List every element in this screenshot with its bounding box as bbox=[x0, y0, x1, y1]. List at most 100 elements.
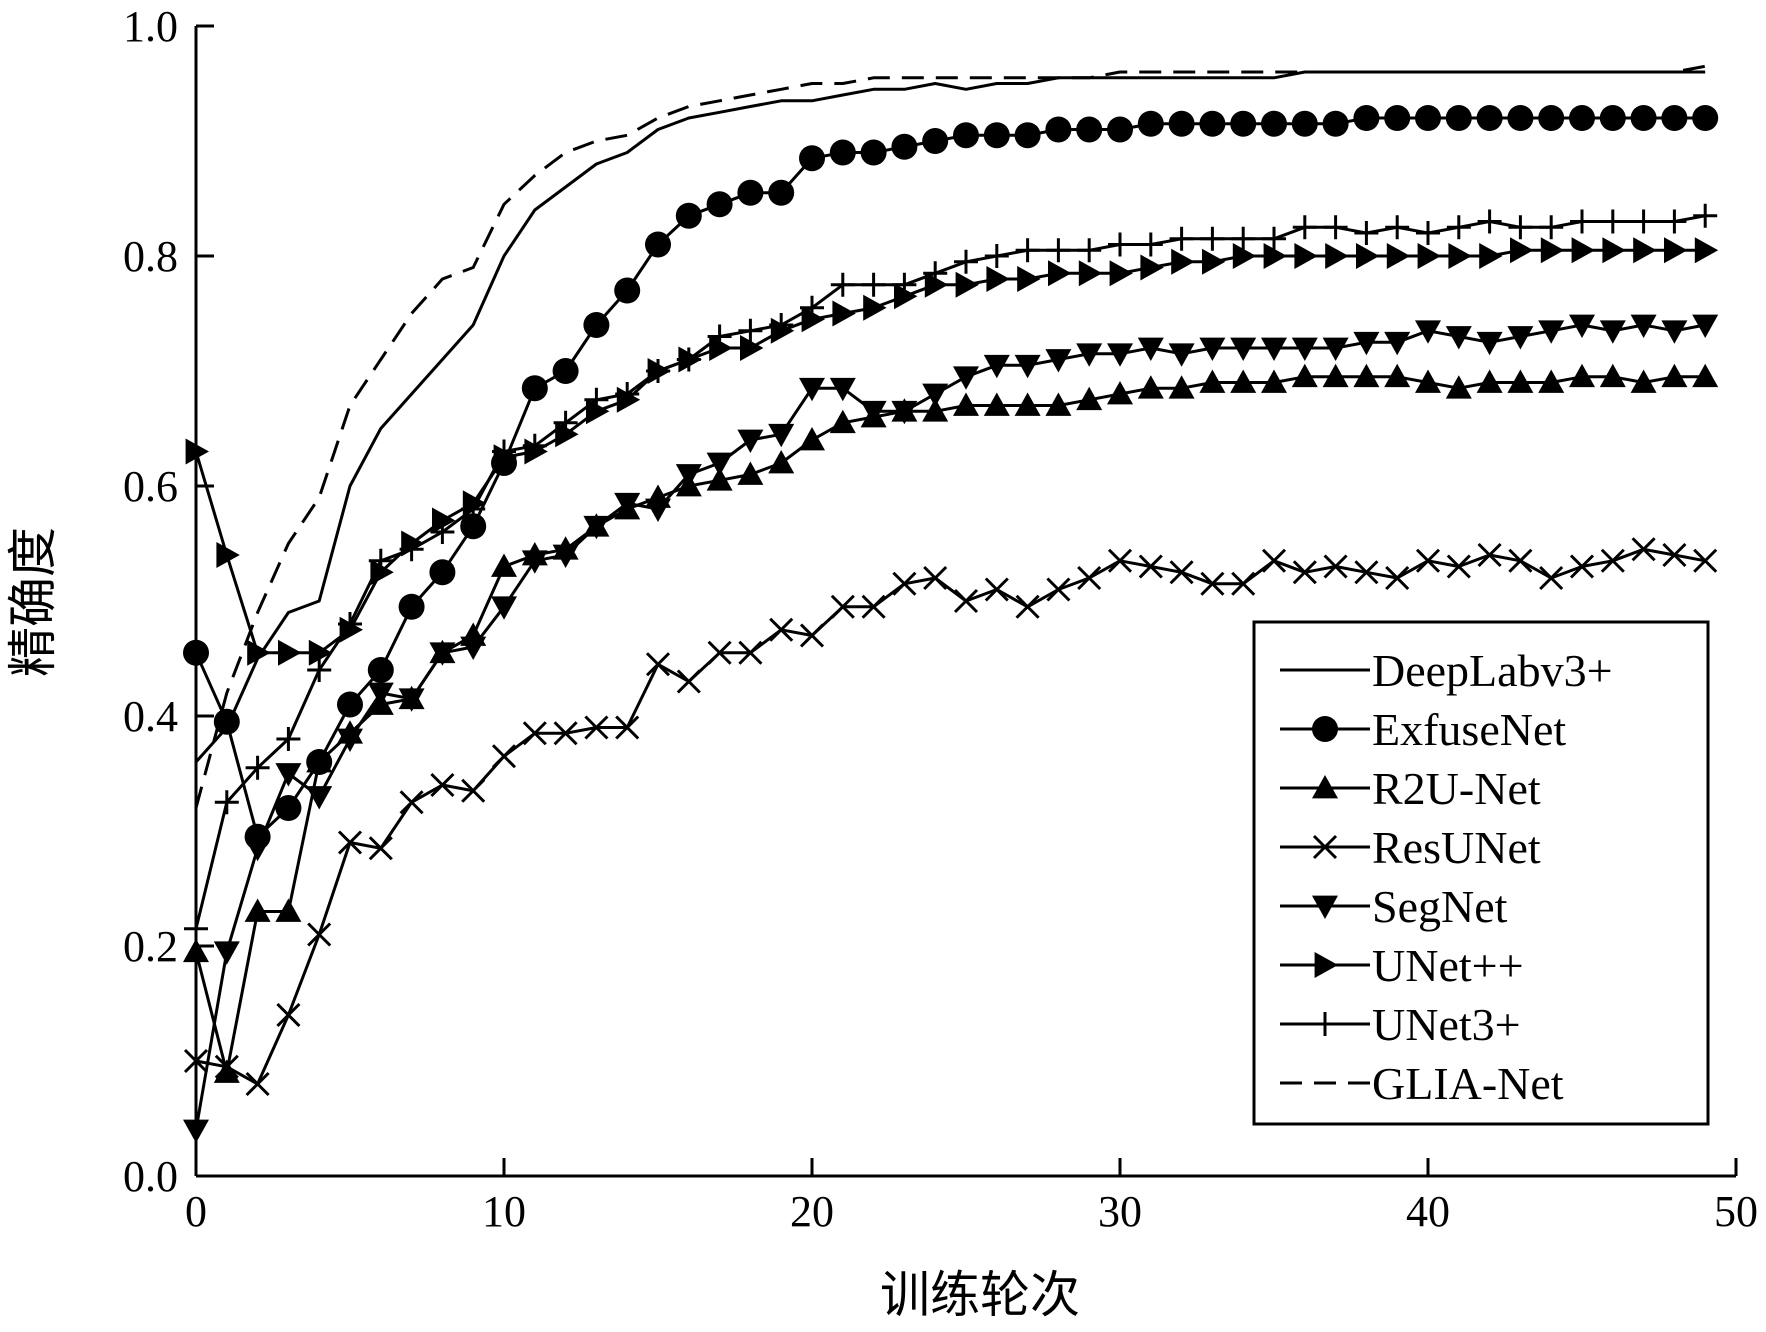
legend-item-unet3: UNet3+ bbox=[1280, 999, 1521, 1050]
data-point-unet bbox=[1048, 260, 1072, 287]
data-point-r2u-net bbox=[1569, 363, 1595, 388]
data-point-resunet bbox=[1354, 560, 1379, 585]
data-point-resunet bbox=[1569, 554, 1595, 579]
data-point-r2u-net bbox=[1199, 369, 1226, 393]
legend-item-deeplabv3: DeepLabv3+ bbox=[1280, 645, 1613, 696]
legend-item-segnet: SegNet bbox=[1280, 881, 1508, 932]
data-point-segnet bbox=[1507, 326, 1534, 350]
data-point-segnet bbox=[768, 423, 795, 448]
data-point-segnet bbox=[1168, 343, 1195, 367]
data-point-unet bbox=[1356, 243, 1380, 269]
data-point-resunet bbox=[1662, 542, 1687, 568]
y-tick-label: 0.6 bbox=[123, 462, 178, 511]
legend-label: UNet++ bbox=[1372, 940, 1524, 991]
data-point-exfusenet bbox=[213, 708, 240, 735]
data-point-unet3 bbox=[1169, 226, 1194, 251]
data-point-resunet bbox=[1077, 565, 1102, 591]
data-point-r2u-net bbox=[1014, 392, 1041, 416]
data-point-resunet bbox=[1107, 548, 1133, 573]
data-point-segnet bbox=[675, 464, 702, 488]
data-point-unet3 bbox=[923, 261, 948, 286]
data-point-exfusenet bbox=[675, 202, 702, 229]
data-point-exfusenet bbox=[1569, 105, 1595, 131]
series-glia-net bbox=[194, 64, 1706, 809]
data-point-unet bbox=[1386, 243, 1411, 269]
data-point-r2u-net bbox=[1230, 369, 1257, 393]
legend-label: DeepLabv3+ bbox=[1372, 645, 1613, 696]
data-point-unet bbox=[1078, 260, 1103, 287]
data-point-r2u-net bbox=[1692, 363, 1719, 388]
series-exfusenet bbox=[183, 105, 1719, 850]
data-point-segnet bbox=[213, 941, 240, 965]
data-point-r2u-net bbox=[275, 898, 302, 922]
data-point-resunet bbox=[676, 669, 701, 694]
legend-box bbox=[1252, 620, 1710, 1126]
data-point-unet bbox=[832, 300, 856, 327]
data-point-unet bbox=[1633, 237, 1657, 264]
data-point-exfusenet bbox=[1384, 105, 1411, 131]
data-point-unet bbox=[1510, 237, 1534, 264]
data-point-unet3 bbox=[1077, 238, 1102, 263]
data-point-unet3 bbox=[1231, 226, 1256, 251]
data-point-r2u-net bbox=[737, 461, 764, 485]
data-point-resunet bbox=[1231, 571, 1256, 596]
data-point-unet bbox=[955, 271, 979, 298]
data-point-r2u-net bbox=[1630, 369, 1657, 393]
data-point-segnet bbox=[1415, 320, 1441, 344]
legend-label: R2U-Net bbox=[1372, 763, 1541, 814]
data-point-resunet bbox=[276, 1002, 301, 1028]
data-point-resunet bbox=[1415, 548, 1441, 573]
data-point-exfusenet bbox=[1261, 110, 1287, 137]
data-point-resunet bbox=[245, 1071, 270, 1097]
data-point-r2u-net bbox=[1291, 363, 1318, 388]
data-point-unet3 bbox=[861, 272, 886, 297]
data-point-exfusenet bbox=[1291, 110, 1318, 137]
data-point-r2u-net bbox=[1445, 375, 1472, 399]
data-point-unet3 bbox=[1539, 215, 1564, 240]
legend-label: SegNet bbox=[1372, 881, 1508, 932]
data-point-unet bbox=[1325, 243, 1349, 269]
data-point-resunet bbox=[1169, 560, 1194, 585]
legend-marker bbox=[1312, 775, 1338, 799]
data-point-segnet bbox=[1630, 314, 1657, 338]
data-point-r2u-net bbox=[1538, 369, 1565, 393]
data-point-r2u-net bbox=[213, 1059, 240, 1083]
data-point-unet3 bbox=[1200, 226, 1225, 251]
data-point-r2u-net bbox=[1107, 381, 1133, 405]
x-tick-label: 10 bbox=[482, 1187, 526, 1236]
data-point-unet bbox=[1417, 243, 1441, 269]
data-point-exfusenet bbox=[1507, 105, 1534, 131]
data-point-resunet bbox=[430, 772, 455, 798]
data-point-segnet bbox=[922, 383, 949, 407]
data-point-resunet bbox=[645, 652, 671, 677]
data-point-unet bbox=[247, 639, 271, 666]
legend-marker bbox=[1312, 834, 1338, 860]
data-point-segnet bbox=[1045, 349, 1072, 373]
data-point-segnet bbox=[306, 786, 333, 810]
axes bbox=[194, 26, 1736, 1178]
data-point-resunet bbox=[830, 594, 855, 619]
x-tick-label: 0 bbox=[185, 1187, 207, 1236]
data-point-segnet bbox=[953, 366, 979, 390]
data-point-unet3 bbox=[738, 318, 763, 343]
y-axis-title: 精确度 bbox=[4, 527, 62, 677]
data-point-segnet bbox=[1353, 331, 1380, 356]
data-point-segnet bbox=[460, 636, 487, 660]
data-point-r2u-net bbox=[768, 450, 795, 474]
data-point-segnet bbox=[1569, 314, 1595, 338]
data-point-segnet bbox=[799, 377, 825, 402]
data-point-r2u-net bbox=[922, 398, 949, 422]
series-r2u-net bbox=[183, 363, 1719, 1083]
data-point-exfusenet bbox=[953, 122, 979, 149]
data-point-unet3 bbox=[1416, 221, 1440, 245]
data-point-r2u-net bbox=[1076, 386, 1103, 411]
data-point-segnet bbox=[1230, 337, 1257, 361]
data-point-exfusenet bbox=[1353, 105, 1380, 131]
data-point-exfusenet bbox=[768, 179, 795, 206]
data-point-unet3 bbox=[1262, 226, 1286, 251]
y-tick-label: 1.0 bbox=[123, 2, 178, 51]
data-point-exfusenet bbox=[275, 795, 302, 821]
series-unet3 bbox=[184, 203, 1718, 941]
data-point-segnet bbox=[1014, 354, 1041, 379]
